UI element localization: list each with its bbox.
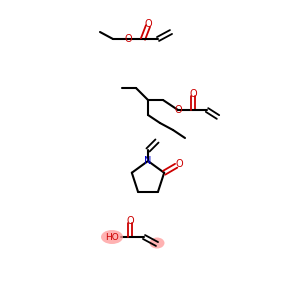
Text: O: O — [144, 19, 152, 29]
Text: O: O — [124, 34, 132, 44]
Text: HO: HO — [105, 232, 119, 242]
Text: O: O — [176, 159, 183, 169]
Ellipse shape — [149, 238, 164, 248]
Text: O: O — [189, 89, 197, 99]
Text: O: O — [126, 216, 134, 226]
Text: O: O — [174, 105, 182, 115]
Text: N: N — [144, 156, 152, 166]
Ellipse shape — [101, 230, 123, 244]
